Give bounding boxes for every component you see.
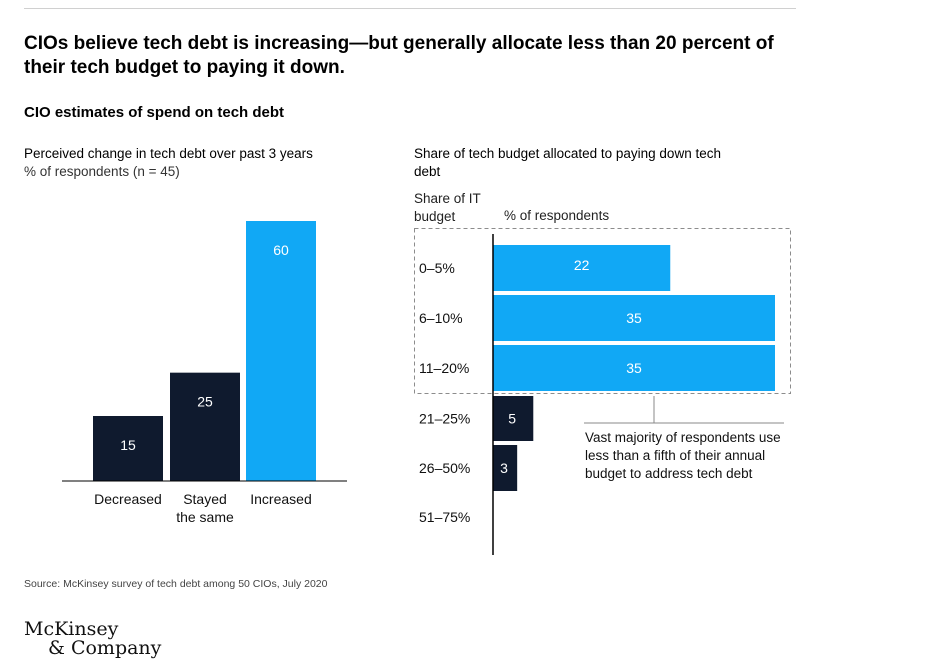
bar-stayed-the-same <box>170 372 240 481</box>
category-label: the same <box>176 509 234 525</box>
bar-increased <box>246 221 316 481</box>
hbar-value-label: 22 <box>574 257 590 273</box>
chart-subtitle: CIO estimates of spend on tech debt <box>24 104 285 121</box>
mckinsey-logo: McKinsey & Company <box>24 620 161 658</box>
hbar-2 <box>493 345 775 391</box>
source-note: Source: McKinsey survey of tech debt amo… <box>24 578 328 590</box>
right-chart-title: Share of tech budget allocated to paying… <box>414 146 721 179</box>
logo-line-1: McKinsey <box>24 618 119 640</box>
logo-line-2: & Company <box>48 637 162 659</box>
bar-value-label: 15 <box>120 437 136 453</box>
row-category-label: 11–20% <box>419 360 469 376</box>
hbar-value-label: 3 <box>500 460 508 476</box>
left-chart-title: Perceived change in tech debt over past … <box>24 146 313 161</box>
hbar-value-label: 5 <box>508 411 516 427</box>
hbar-1 <box>493 295 775 341</box>
bar-value-label: 60 <box>273 242 289 258</box>
row-category-label: 0–5% <box>419 260 455 276</box>
hbar-4 <box>493 445 518 491</box>
right-bar-chart: 0–5% 22 6–10% 35 11–20% 35 21–25% 5 26–50% 3 51–75… <box>414 228 791 555</box>
row-category-label: 51–75% <box>419 509 470 525</box>
left-chart-header: Perceived change in tech debt over past … <box>24 145 313 181</box>
highlight-box <box>414 228 791 394</box>
bar-value-label: 25 <box>197 394 213 410</box>
row-category-label: 6–10% <box>419 310 463 326</box>
row-category-label: 21–25% <box>419 411 470 427</box>
hbar-value-label: 35 <box>626 310 642 326</box>
category-label: Increased <box>250 491 311 507</box>
bar-decreased <box>93 416 163 481</box>
chart-title: CIOs believe tech debt is increasing—but… <box>24 33 774 78</box>
category-label: Decreased <box>94 491 162 507</box>
hbar-3 <box>493 396 534 441</box>
row-category-label: 26–50% <box>419 460 470 476</box>
left-bar-chart: 15 25 60 Decreased Stayed the same Increased <box>62 221 347 525</box>
left-chart-unit: % of respondents (n = 45) <box>24 164 180 179</box>
hbar-0 <box>493 245 671 291</box>
category-label: Stayed <box>183 491 227 507</box>
percent-of-respondents-label: % of respondents <box>504 208 610 223</box>
share-of-it-budget-label: Share of IT budget <box>414 191 481 224</box>
annotation-note: Vast majority of respondents use less th… <box>585 430 781 481</box>
top-divider <box>24 8 796 9</box>
hbar-value-label: 35 <box>626 360 642 376</box>
